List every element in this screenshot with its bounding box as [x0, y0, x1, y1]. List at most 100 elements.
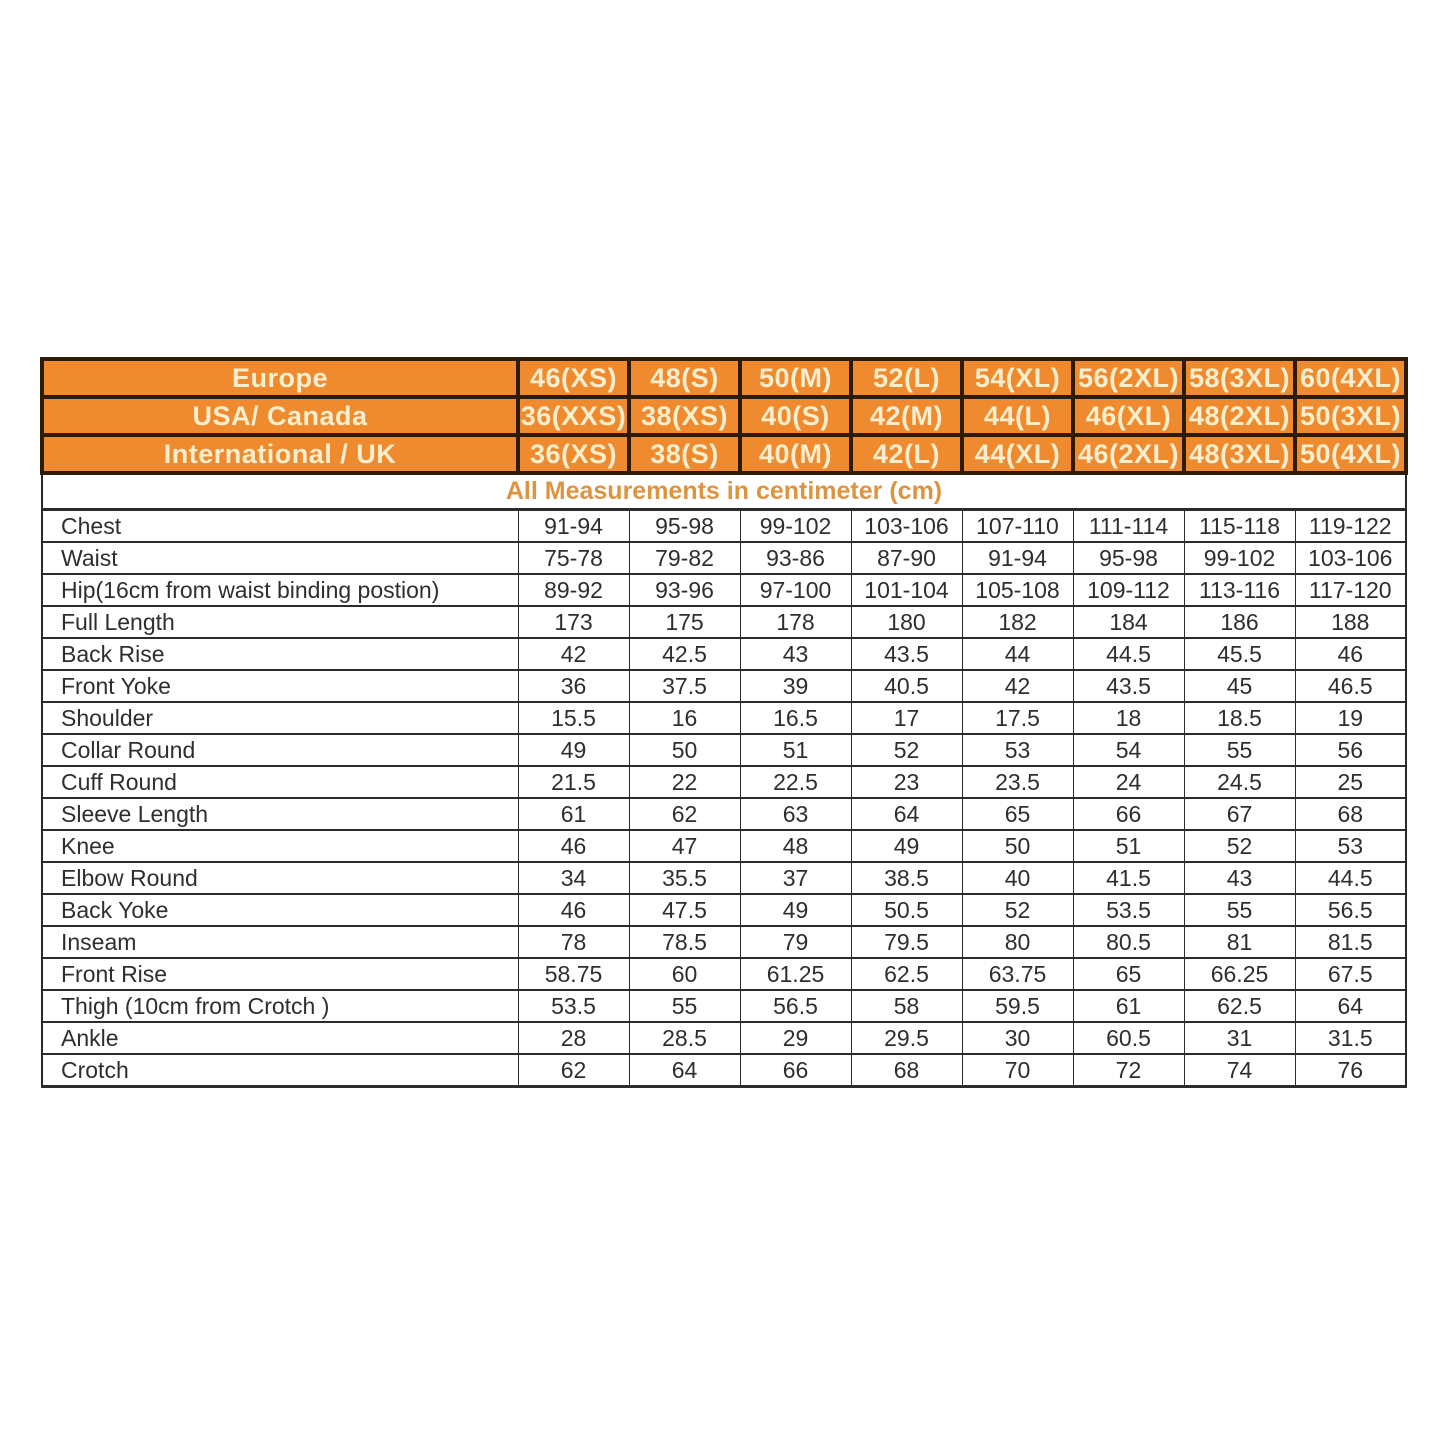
measurement-label: Waist — [41, 541, 519, 575]
measurement-value: 52 — [1183, 829, 1296, 863]
measurement-value: 51 — [1072, 829, 1185, 863]
measurement-value: 115-118 — [1183, 508, 1296, 543]
measurement-value: 39 — [739, 669, 852, 703]
measurement-value: 24.5 — [1183, 765, 1296, 799]
size-cell: 46(XL) — [1071, 395, 1186, 437]
measurement-value: 81 — [1183, 925, 1296, 959]
measurement-value: 42.5 — [628, 637, 741, 671]
measurement-row: Collar Round 49 50 51 52 53 54 55 56 — [41, 733, 1407, 767]
measurement-value: 45.5 — [1183, 637, 1296, 671]
measurement-value: 76 — [1294, 1053, 1407, 1088]
measurement-value: 17 — [850, 701, 963, 735]
measurement-row: Knee 46 47 48 49 50 51 52 53 — [41, 829, 1407, 863]
measurement-row: Waist 75-78 79-82 93-86 87-90 91-94 95-98 99-10… — [41, 541, 1407, 575]
size-cell: 40(M) — [738, 433, 853, 475]
measurement-row: Chest 91-94 95-98 99-102 103-106 107-110 111-1… — [41, 508, 1407, 543]
size-cell: 38(S) — [627, 433, 742, 475]
measurement-value: 43.5 — [850, 637, 963, 671]
measurement-value: 68 — [850, 1053, 963, 1088]
units-note-row: All Measurements in centimeter (cm) — [41, 473, 1407, 511]
size-cell: 50(4XL) — [1293, 433, 1408, 475]
measurement-value: 48 — [739, 829, 852, 863]
measurement-value: 43.5 — [1072, 669, 1185, 703]
measurement-value: 62.5 — [850, 957, 963, 991]
measurement-row: Ankle 28 28.5 29 29.5 30 60.5 31 31.5 — [41, 1021, 1407, 1055]
measurement-value: 36 — [517, 669, 630, 703]
measurement-value: 45 — [1183, 669, 1296, 703]
measurement-value: 91-94 — [517, 508, 630, 543]
size-header-row: International / UK 36(XS) 38(S) 40(M) 42(L) 4… — [40, 433, 1408, 475]
measurement-value: 58 — [850, 989, 963, 1023]
measurement-value: 42 — [517, 637, 630, 671]
measurement-value: 40 — [961, 861, 1074, 895]
measurement-value: 21.5 — [517, 765, 630, 799]
measurement-value: 60.5 — [1072, 1021, 1185, 1055]
measurement-value: 37.5 — [628, 669, 741, 703]
measurement-value: 113-116 — [1183, 573, 1296, 607]
measurement-row: Front Yoke 36 37.5 39 40.5 42 43.5 45 46.5 — [41, 669, 1407, 703]
size-cell: 44(XL) — [960, 433, 1075, 475]
measurement-value: 101-104 — [850, 573, 963, 607]
measurement-value: 62 — [517, 1053, 630, 1088]
measurement-label: Front Rise — [41, 957, 519, 991]
measurement-value: 80.5 — [1072, 925, 1185, 959]
size-cell: 48(S) — [627, 357, 742, 399]
measurement-value: 184 — [1072, 605, 1185, 639]
measurement-label: Sleeve Length — [41, 797, 519, 831]
measurement-row: Sleeve Length 61 62 63 64 65 66 67 68 — [41, 797, 1407, 831]
measurement-value: 81.5 — [1294, 925, 1407, 959]
measurement-row: Cuff Round 21.5 22 22.5 23 23.5 24 24.5 25 — [41, 765, 1407, 799]
measurement-label: Inseam — [41, 925, 519, 959]
measurement-value: 38.5 — [850, 861, 963, 895]
size-chart-table: Europe 46(XS) 48(S) 50(M) 52(L) 54(XL) 56(2XL)… — [40, 357, 1408, 1088]
measurement-row: Elbow Round 34 35.5 37 38.5 40 41.5 43 44.5 — [41, 861, 1407, 895]
measurement-value: 35.5 — [628, 861, 741, 895]
measurement-value: 55 — [1183, 893, 1296, 927]
measurement-value: 56.5 — [1294, 893, 1407, 927]
measurement-value: 22 — [628, 765, 741, 799]
size-cell: 40(S) — [738, 395, 853, 437]
measurement-value: 16.5 — [739, 701, 852, 735]
measurement-value: 60 — [628, 957, 741, 991]
measurement-value: 61 — [517, 797, 630, 831]
measurement-value: 44 — [961, 637, 1074, 671]
measurement-value: 31 — [1183, 1021, 1296, 1055]
size-cell: 56(2XL) — [1071, 357, 1186, 399]
measurement-value: 53 — [1294, 829, 1407, 863]
size-cell: 54(XL) — [960, 357, 1075, 399]
measurement-row: Crotch 62 64 66 68 70 72 74 76 — [41, 1053, 1407, 1088]
measurement-value: 66 — [739, 1053, 852, 1088]
measurement-value: 55 — [1183, 733, 1296, 767]
measurement-value: 91-94 — [961, 541, 1074, 575]
size-cell: 46(XS) — [516, 357, 631, 399]
measurement-value: 42 — [961, 669, 1074, 703]
measurement-value: 89-92 — [517, 573, 630, 607]
size-cell: 46(2XL) — [1071, 433, 1186, 475]
measurement-value: 50.5 — [850, 893, 963, 927]
measurement-value: 40.5 — [850, 669, 963, 703]
measurement-value: 29.5 — [850, 1021, 963, 1055]
size-cell: 50(3XL) — [1293, 395, 1408, 437]
measurement-value: 56.5 — [739, 989, 852, 1023]
measurement-value: 61.25 — [739, 957, 852, 991]
size-cell: 36(XXS) — [516, 395, 631, 437]
region-label: USA/ Canada — [40, 395, 520, 437]
measurement-value: 61 — [1072, 989, 1185, 1023]
measurement-value: 46 — [517, 829, 630, 863]
size-cell: 52(L) — [849, 357, 964, 399]
measurement-label: Shoulder — [41, 701, 519, 735]
measurement-value: 58.75 — [517, 957, 630, 991]
measurement-label: Knee — [41, 829, 519, 863]
measurement-value: 75-78 — [517, 541, 630, 575]
measurement-row: Full Length 173 175 178 180 182 184 186 188 — [41, 605, 1407, 639]
measurement-label: Collar Round — [41, 733, 519, 767]
measurement-value: 68 — [1294, 797, 1407, 831]
measurement-label: Ankle — [41, 1021, 519, 1055]
measurement-value: 65 — [961, 797, 1074, 831]
measurement-value: 188 — [1294, 605, 1407, 639]
measurement-value: 64 — [850, 797, 963, 831]
measurement-value: 93-96 — [628, 573, 741, 607]
measurement-value: 78 — [517, 925, 630, 959]
measurement-value: 62.5 — [1183, 989, 1296, 1023]
